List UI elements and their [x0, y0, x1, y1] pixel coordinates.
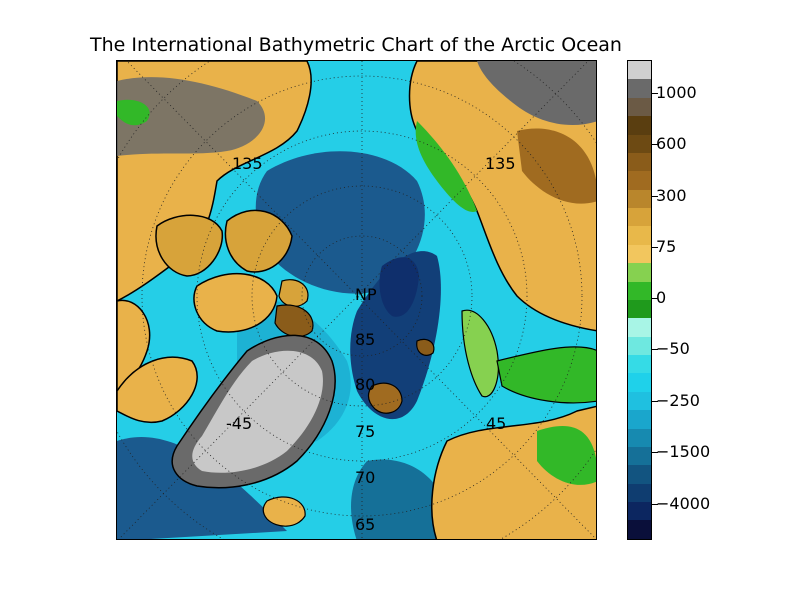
franz-josef — [416, 338, 435, 356]
siberia-brown — [517, 128, 596, 204]
colorbar-segment — [628, 428, 651, 447]
colorbar-label-75: 75 — [656, 237, 677, 256]
colorbar-segment — [628, 465, 651, 484]
colorbar-segment — [628, 152, 651, 172]
archipelago-small-1 — [278, 279, 309, 308]
banks-island — [155, 214, 223, 277]
colorbar-segment — [628, 79, 651, 98]
svalbard — [368, 382, 403, 414]
latitude-label-75: 75 — [355, 422, 376, 441]
canada-basin — [255, 151, 425, 294]
colorbar-tick — [652, 349, 658, 350]
colorbar-segment — [628, 446, 651, 466]
kola-green — [496, 346, 596, 404]
latitude-circle-85 — [301, 235, 423, 357]
colorbar-segment — [628, 391, 651, 411]
colorbar — [627, 60, 652, 540]
colorbar-label-minus4000: −4000 — [656, 494, 711, 513]
colorbar-segment — [628, 355, 651, 374]
colorbar-tick — [652, 247, 658, 248]
meridian-nw-se — [126, 61, 596, 539]
ellesmere-island — [224, 209, 293, 273]
colorbar-segment — [628, 171, 651, 190]
alaska-green — [117, 99, 150, 126]
colorbar-segment — [628, 134, 651, 153]
colorbar-label-minus1500: −1500 — [656, 442, 711, 461]
colorbar-segment — [628, 410, 651, 429]
colorbar-segment — [628, 97, 651, 117]
meridian-label-135-west: 135 — [232, 154, 263, 173]
victoria-island — [193, 273, 278, 333]
colorbar-segment — [628, 483, 651, 502]
baffin-island — [117, 356, 198, 423]
north-atlantic-deep — [351, 459, 449, 539]
colorbar-label-0: 0 — [656, 288, 667, 307]
latitude-label-70: 70 — [355, 468, 376, 487]
colorbar-segment — [628, 208, 651, 227]
meridian-label-135-east: 135 — [485, 154, 516, 173]
latitude-label-80: 80 — [355, 375, 376, 394]
colorbar-segment — [628, 520, 651, 539]
arctic-map — [116, 60, 597, 540]
colorbar-tick — [652, 452, 658, 453]
latitude-circle-75 — [196, 130, 528, 462]
colorbar-segment — [628, 336, 651, 355]
colorbar-label-minus250: −250 — [656, 391, 700, 410]
latitude-label-np: NP — [355, 285, 377, 304]
colorbar-tick — [652, 196, 658, 197]
latitude-label-85: 85 — [355, 330, 376, 349]
greenland-ice — [192, 350, 323, 473]
colorbar-label-300: 300 — [656, 186, 687, 205]
colorbar-segment — [628, 281, 651, 300]
meridian-label-45: 45 — [486, 414, 507, 433]
colorbar-segment — [628, 244, 651, 264]
eurasian-basin — [350, 251, 441, 420]
meridian-ne-sw — [118, 61, 589, 539]
graticule — [117, 61, 596, 539]
colorbar-tick — [652, 298, 658, 299]
colorbar-segment — [628, 189, 651, 208]
colorbar-label-minus50: −50 — [656, 339, 690, 358]
scandinavia-green — [537, 426, 596, 485]
colorbar-segment — [628, 318, 651, 337]
latitude-label-65: 65 — [355, 515, 376, 534]
colorbar-segment — [628, 226, 651, 245]
colorbar-segment — [628, 263, 651, 282]
chart-title: The International Bathymetric Chart of t… — [90, 34, 622, 56]
iceland — [262, 496, 306, 527]
colorbar-segment — [628, 61, 651, 80]
colorbar-segment — [628, 502, 651, 521]
siberia-green-coast — [415, 121, 477, 212]
colorbar-tick — [652, 144, 658, 145]
devon-island — [274, 304, 314, 338]
norwegian-basin — [117, 437, 287, 539]
colorbar-segment — [628, 299, 651, 319]
siberia-land — [408, 61, 596, 332]
colorbar-label-600: 600 — [656, 134, 687, 153]
colorbar-segment — [628, 116, 651, 135]
colorbar-tick — [652, 504, 658, 505]
meridian-label-minus45: -45 — [226, 414, 253, 433]
amundsen-basin — [379, 257, 419, 317]
latitude-circle-70 — [141, 75, 583, 517]
colorbar-label-1000: 1000 — [656, 83, 697, 102]
colorbar-tick — [652, 93, 658, 94]
colorbar-segment — [628, 373, 651, 392]
alaska-mountains — [117, 77, 266, 156]
colorbar-tick — [652, 401, 658, 402]
novaya-zemlya — [461, 309, 499, 398]
siberia-mountains — [477, 61, 596, 126]
